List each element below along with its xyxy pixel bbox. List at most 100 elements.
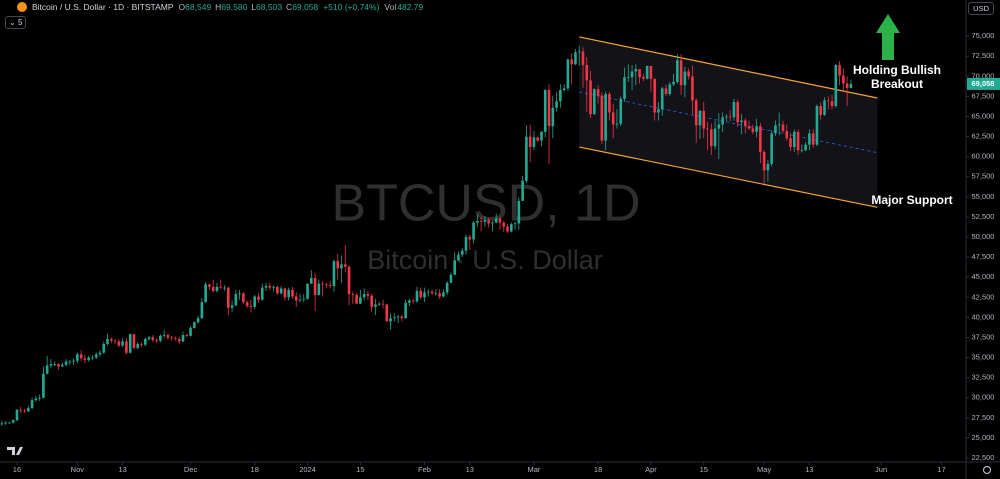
- candle-body: [98, 352, 102, 355]
- candle-body: [755, 126, 758, 132]
- candle-body: [219, 286, 223, 288]
- candle-body: [634, 69, 638, 72]
- candle-body: [559, 89, 562, 102]
- y-tick-label: 25,000: [972, 433, 995, 442]
- candle-body: [143, 339, 147, 345]
- candle-body: [27, 408, 30, 412]
- x-tick-label: 13: [805, 465, 813, 474]
- candle-body: [83, 358, 87, 360]
- y-tick-label: 72,500: [972, 51, 995, 60]
- x-tick-label: Dec: [184, 465, 198, 474]
- candle-body: [208, 284, 211, 287]
- candle-body: [306, 283, 309, 299]
- candle-body: [68, 361, 72, 363]
- candle-body: [698, 110, 702, 126]
- x-tick-label: Feb: [418, 465, 431, 474]
- candle-body: [204, 284, 207, 303]
- candle-body: [426, 291, 430, 293]
- candle-body: [834, 65, 838, 107]
- candle-body: [166, 335, 170, 338]
- candle-body: [532, 137, 536, 148]
- candle-body: [732, 102, 736, 118]
- candle-body: [483, 220, 487, 222]
- x-tick-label: 17: [937, 465, 945, 474]
- candle-body: [400, 316, 404, 319]
- symbol-title[interactable]: Bitcoin / U.S. Dollar · 1D · BITSTAMP: [32, 2, 174, 12]
- x-tick-label: 13: [466, 465, 474, 474]
- candle-body: [796, 131, 800, 151]
- last-price-label: 69,058: [972, 79, 995, 88]
- watermark: BTCUSD, 1D: [331, 175, 640, 233]
- candle-body: [15, 409, 19, 421]
- candle-body: [298, 299, 302, 301]
- candle-body: [600, 95, 604, 141]
- candle-body: [132, 334, 136, 348]
- candle-body: [155, 339, 158, 341]
- candle-body: [487, 220, 490, 224]
- candle-body: [774, 125, 777, 134]
- candle-body: [623, 77, 626, 99]
- candle-body: [619, 98, 623, 124]
- candle-body: [521, 180, 524, 201]
- candle-body: [340, 264, 343, 269]
- ohlc-key: O: [178, 2, 186, 12]
- candle-body: [442, 292, 445, 297]
- candle-body: [815, 106, 819, 145]
- x-tick-label: 2024: [299, 465, 316, 474]
- candle-body: [110, 339, 113, 341]
- candle-body: [445, 282, 449, 293]
- candle-body: [536, 137, 540, 141]
- x-tick-label: Apr: [645, 465, 657, 474]
- indicator-toggle[interactable]: ⌄ 5: [5, 16, 27, 29]
- candle-body: [642, 77, 645, 79]
- candle-body: [325, 284, 328, 286]
- candle-body: [238, 293, 241, 295]
- x-tick-label: 16: [13, 465, 21, 474]
- annotation: Holding Bullish: [853, 63, 941, 77]
- candle-body: [230, 305, 234, 308]
- ohlc-item: C69,058: [286, 2, 318, 12]
- candle-body: [45, 365, 49, 374]
- candle-body: [147, 337, 151, 340]
- settings-icon[interactable]: [982, 465, 992, 475]
- candle-body: [657, 109, 660, 113]
- candle-body: [302, 298, 306, 300]
- ohlc-key: C: [286, 2, 293, 12]
- candle-body: [434, 293, 438, 295]
- candle-body: [706, 128, 709, 130]
- candle-body: [740, 120, 743, 123]
- y-tick-label: 45,000: [972, 272, 995, 281]
- candle-body: [804, 144, 807, 151]
- candle-body: [664, 88, 668, 95]
- candle-body: [785, 130, 789, 139]
- x-tick-label: 15: [700, 465, 708, 474]
- candle-body: [676, 60, 679, 82]
- candle-body: [140, 343, 143, 345]
- candle-body: [162, 335, 166, 336]
- candle-body: [604, 94, 607, 141]
- candle-body: [472, 222, 475, 240]
- candle-body: [793, 131, 796, 148]
- candle-body: [717, 124, 721, 129]
- ohlc-item: O68,549: [179, 2, 212, 12]
- x-tick-label: 18: [251, 465, 259, 474]
- candle-body: [589, 80, 592, 115]
- candle-body: [747, 126, 751, 129]
- candle-body: [38, 397, 41, 399]
- candle-body: [540, 131, 543, 141]
- candle-body: [766, 163, 770, 171]
- currency[interactable]: USD: [968, 2, 994, 15]
- y-tick-label: 40,000: [972, 312, 995, 321]
- candle-body: [72, 360, 75, 362]
- y-tick-label: 65,000: [972, 111, 995, 120]
- candle-body: [626, 77, 630, 78]
- candle-body: [136, 343, 140, 348]
- candle-body: [0, 423, 4, 425]
- candle-body: [57, 363, 60, 367]
- candle-body: [94, 354, 98, 358]
- candle-body: [528, 136, 532, 148]
- watermark-subtitle: Bitcoin · U.S. Dollar: [367, 245, 603, 275]
- y-tick-label: 75,000: [972, 31, 995, 40]
- candle-body: [291, 290, 294, 297]
